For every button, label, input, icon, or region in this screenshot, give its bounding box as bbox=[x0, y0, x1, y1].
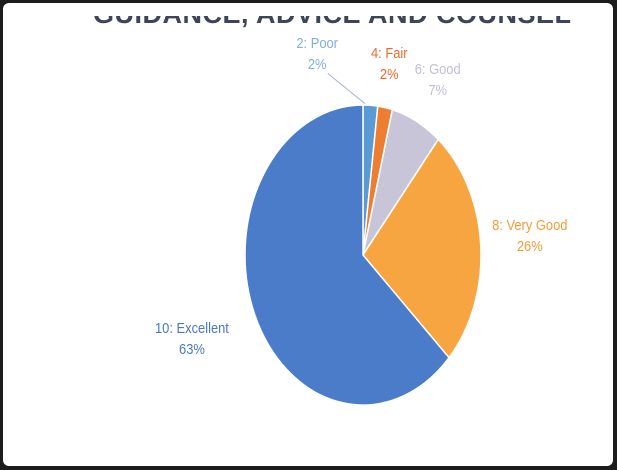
chart-title: GUIDANCE, ADVICE AND COUNSELLING bbox=[93, 16, 573, 46]
slice-label-excellent: 10: Excellent 63% bbox=[155, 318, 229, 360]
slice-label-poor: 2: Poor 2% bbox=[296, 33, 338, 75]
chart-frame: GUIDANCE, ADVICE AND COUNSELLING 2: Poor… bbox=[3, 3, 613, 466]
slice-label-poor-name: 2: Poor bbox=[296, 35, 338, 52]
slice-label-good-name: 6: Good bbox=[414, 61, 461, 78]
slice-label-good: 6: Good 7% bbox=[415, 59, 461, 101]
slice-label-fair-name: 4: Fair bbox=[370, 45, 408, 62]
slice-label-very-good-name: 8: Very Good bbox=[492, 217, 568, 234]
slice-label-good-value: 7% bbox=[428, 82, 448, 99]
pie-chart bbox=[244, 104, 482, 406]
slice-label-very-good-value: 26% bbox=[516, 238, 543, 255]
slice-label-excellent-value: 63% bbox=[179, 341, 205, 358]
pie-slice-very-good bbox=[362, 138, 482, 359]
slice-label-fair: 4: Fair 2% bbox=[371, 43, 408, 85]
slice-label-poor-value: 2% bbox=[307, 56, 327, 73]
slice-label-very-good: 8: Very Good 26% bbox=[492, 215, 567, 257]
pie-slice-excellent bbox=[244, 104, 450, 406]
slice-label-excellent-name: 10: Excellent bbox=[155, 320, 229, 337]
slice-label-fair-value: 2% bbox=[379, 66, 399, 83]
chart-title-text: GUIDANCE, ADVICE AND COUNSELLING bbox=[93, 16, 573, 29]
